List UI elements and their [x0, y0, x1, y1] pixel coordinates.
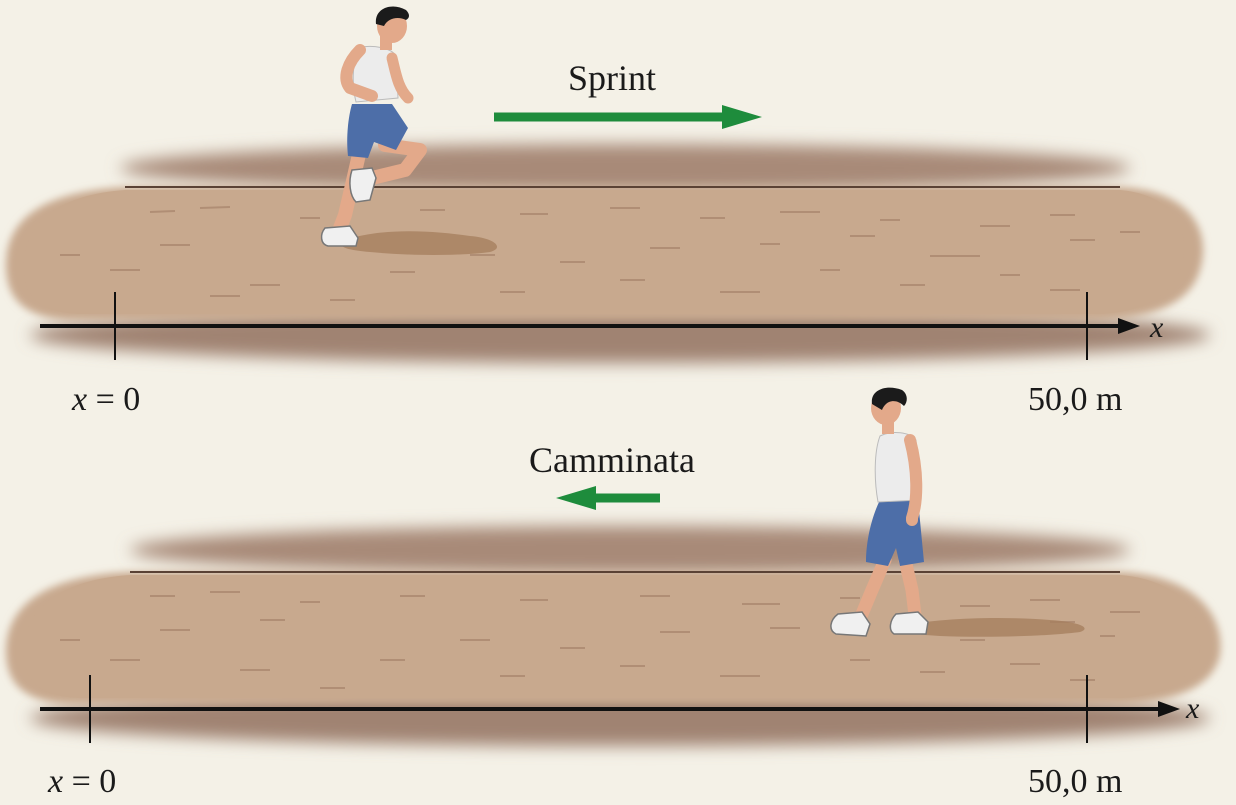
end-label: 50,0 m	[1028, 381, 1122, 418]
motion-label: Sprint	[568, 58, 656, 98]
x-axis-arrowhead	[1118, 318, 1140, 334]
origin-label: x = 0	[47, 763, 116, 800]
track-texture	[60, 206, 1140, 301]
end-label: 50,0 m	[1028, 763, 1122, 800]
runner-shadow	[341, 231, 498, 255]
runner-shorts	[347, 104, 408, 158]
origin-label: x = 0	[71, 381, 140, 418]
sprint-panel: x x = 0 50,0 m Sprint	[5, 6, 1210, 418]
runner-hair	[375, 6, 409, 26]
track-bottom-shadow	[30, 307, 1210, 363]
walker-front-shoe	[830, 611, 871, 637]
track-surface-core	[23, 190, 1185, 314]
walk-panel: x x = 0 50,0 m Camminata	[5, 387, 1221, 800]
track-back-shadow	[130, 526, 1130, 574]
track-back-shadow	[120, 144, 1130, 192]
runner-back-shoe	[320, 225, 359, 247]
walker-figure	[830, 387, 929, 637]
motion-arrow-head	[722, 105, 762, 129]
walker-hair	[871, 387, 907, 410]
runner-figure	[320, 6, 427, 247]
x-axis-label: x	[1149, 311, 1164, 344]
track-surface-core	[23, 575, 1201, 698]
x-axis-arrowhead	[1158, 701, 1180, 717]
walker-back-shoe	[889, 611, 929, 635]
runner-front-shoe	[349, 167, 377, 203]
walker-shadow	[897, 618, 1085, 637]
x-axis-label: x	[1185, 692, 1200, 725]
track-texture	[60, 591, 1140, 689]
motion-arrow-head	[556, 486, 596, 510]
motion-label: Camminata	[529, 440, 695, 480]
